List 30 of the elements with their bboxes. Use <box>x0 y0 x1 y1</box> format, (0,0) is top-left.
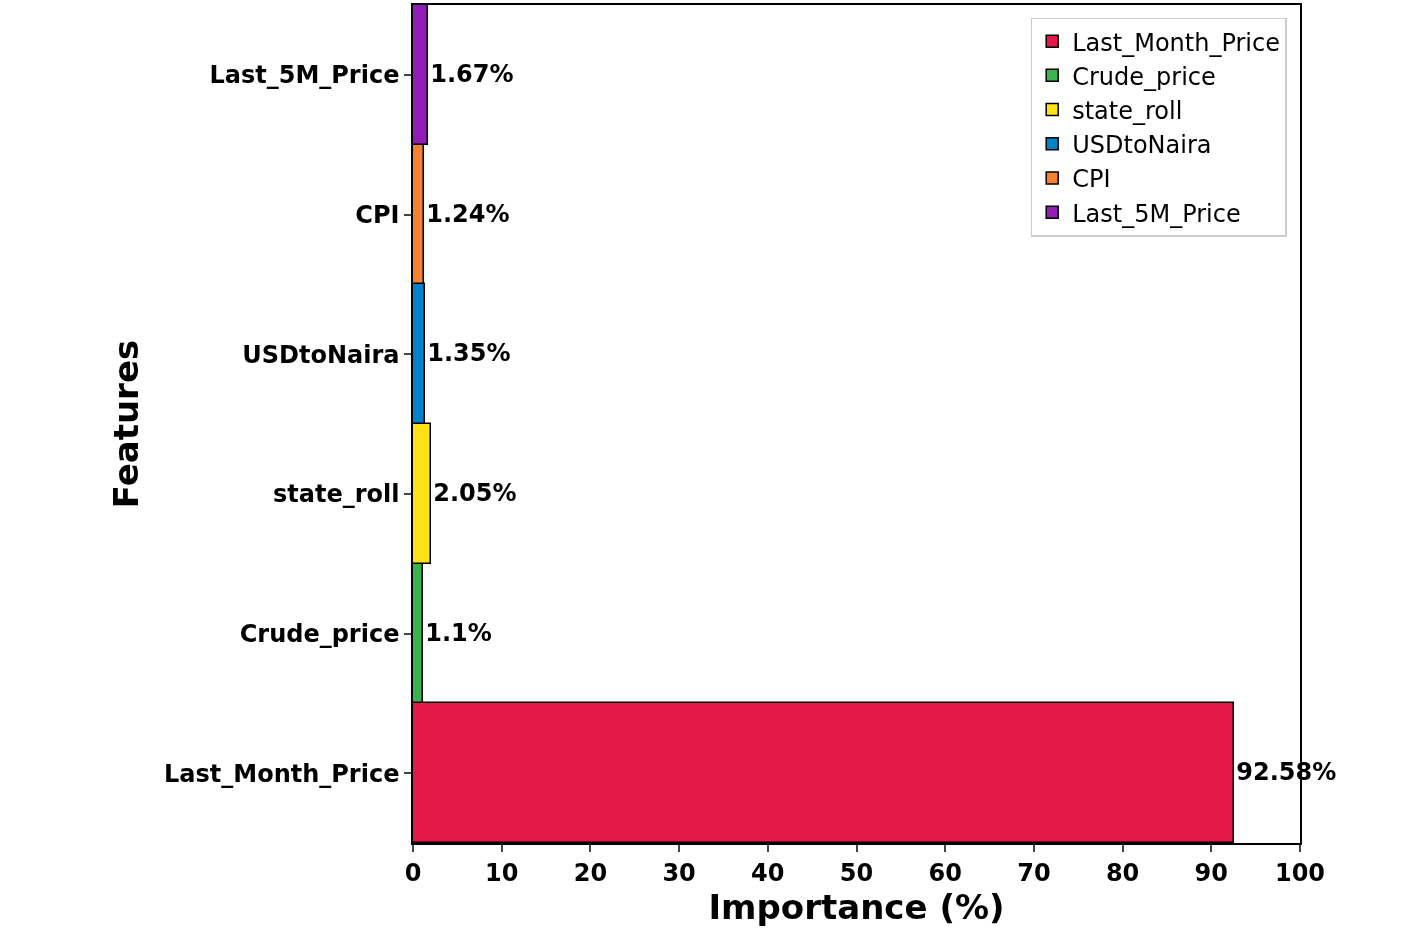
legend-label: CPI <box>1072 165 1111 194</box>
legend-label: Crude_price <box>1072 62 1216 91</box>
x-tick-label: 10 <box>485 858 519 887</box>
x-tick-label: 50 <box>839 858 874 887</box>
data-label: 1.1% <box>425 618 492 647</box>
x-tick-label: 70 <box>1017 858 1051 887</box>
legend-label: Last_5M_Price <box>1072 199 1241 228</box>
x-tick-label: 90 <box>1194 858 1228 887</box>
data-label: 1.67% <box>430 60 514 89</box>
y-tick-label: USDtoNaira <box>242 340 400 369</box>
x-tick-label: 40 <box>751 858 785 887</box>
data-label: 1.24% <box>426 199 510 228</box>
x-tick-label: 100 <box>1274 858 1326 887</box>
x-tick-label: 80 <box>1105 858 1140 887</box>
x-tick-label: 30 <box>662 858 696 887</box>
y-axis-title: Features <box>106 339 147 509</box>
legend-label: Last_Month_Price <box>1072 28 1280 57</box>
y-tick-label: Last_Month_Price <box>164 759 400 788</box>
legend-label: state_roll <box>1072 96 1183 125</box>
data-label: 1.35% <box>427 339 511 368</box>
x-tick-label: 0 <box>404 858 422 887</box>
x-tick-label: 20 <box>573 858 608 887</box>
x-tick-label: 60 <box>928 858 962 887</box>
legend-label: USDtoNaira <box>1072 131 1212 160</box>
y-tick-label: Crude_price <box>239 619 400 648</box>
y-tick-label: Last_5M_Price <box>209 61 400 90</box>
data-label: 2.05% <box>433 479 517 508</box>
y-tick-label: state_roll <box>272 480 400 509</box>
x-axis-title: Importance (%) <box>708 887 1005 928</box>
y-tick-label: CPI <box>355 200 400 229</box>
